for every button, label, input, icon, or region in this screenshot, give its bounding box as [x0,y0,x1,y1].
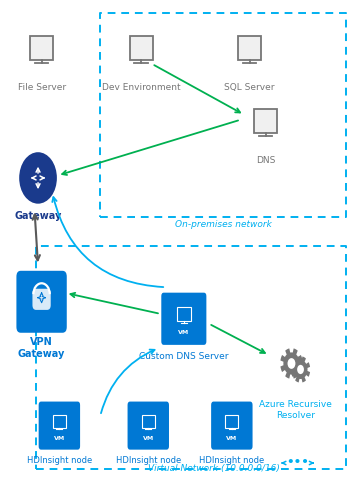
Text: HDInsight node: HDInsight node [199,456,265,465]
Circle shape [287,358,295,369]
Text: HDInsight node: HDInsight node [27,456,92,465]
Text: SQL Server: SQL Server [224,83,275,92]
Text: •••: ••• [286,456,309,469]
Text: Azure Recursive
Resolver: Azure Recursive Resolver [260,400,332,420]
Text: VM: VM [178,330,190,335]
Text: HDInsight node: HDInsight node [116,456,181,465]
FancyBboxPatch shape [238,37,261,60]
Text: VM: VM [226,436,237,441]
Text: Gateway: Gateway [14,211,62,221]
Polygon shape [291,356,310,382]
Text: VM: VM [54,436,65,441]
FancyBboxPatch shape [254,109,277,132]
Text: On-premises network: On-premises network [175,220,271,229]
Circle shape [297,365,304,374]
FancyBboxPatch shape [30,37,53,60]
FancyBboxPatch shape [32,289,51,310]
Text: File Server: File Server [17,83,66,92]
FancyBboxPatch shape [130,37,153,60]
FancyBboxPatch shape [211,402,252,450]
FancyBboxPatch shape [127,402,169,450]
Text: Virtual Network (10.0.0.0/16): Virtual Network (10.0.0.0/16) [148,464,280,473]
Circle shape [19,152,57,204]
Text: VPN
Gateway: VPN Gateway [18,337,65,359]
Polygon shape [280,348,302,378]
FancyBboxPatch shape [39,402,80,450]
FancyBboxPatch shape [161,293,206,345]
Text: Custom DNS Server: Custom DNS Server [139,352,228,361]
Text: VM: VM [143,436,154,441]
Text: DNS: DNS [256,156,275,165]
FancyBboxPatch shape [16,271,67,333]
Text: Dev Environment: Dev Environment [102,83,181,92]
